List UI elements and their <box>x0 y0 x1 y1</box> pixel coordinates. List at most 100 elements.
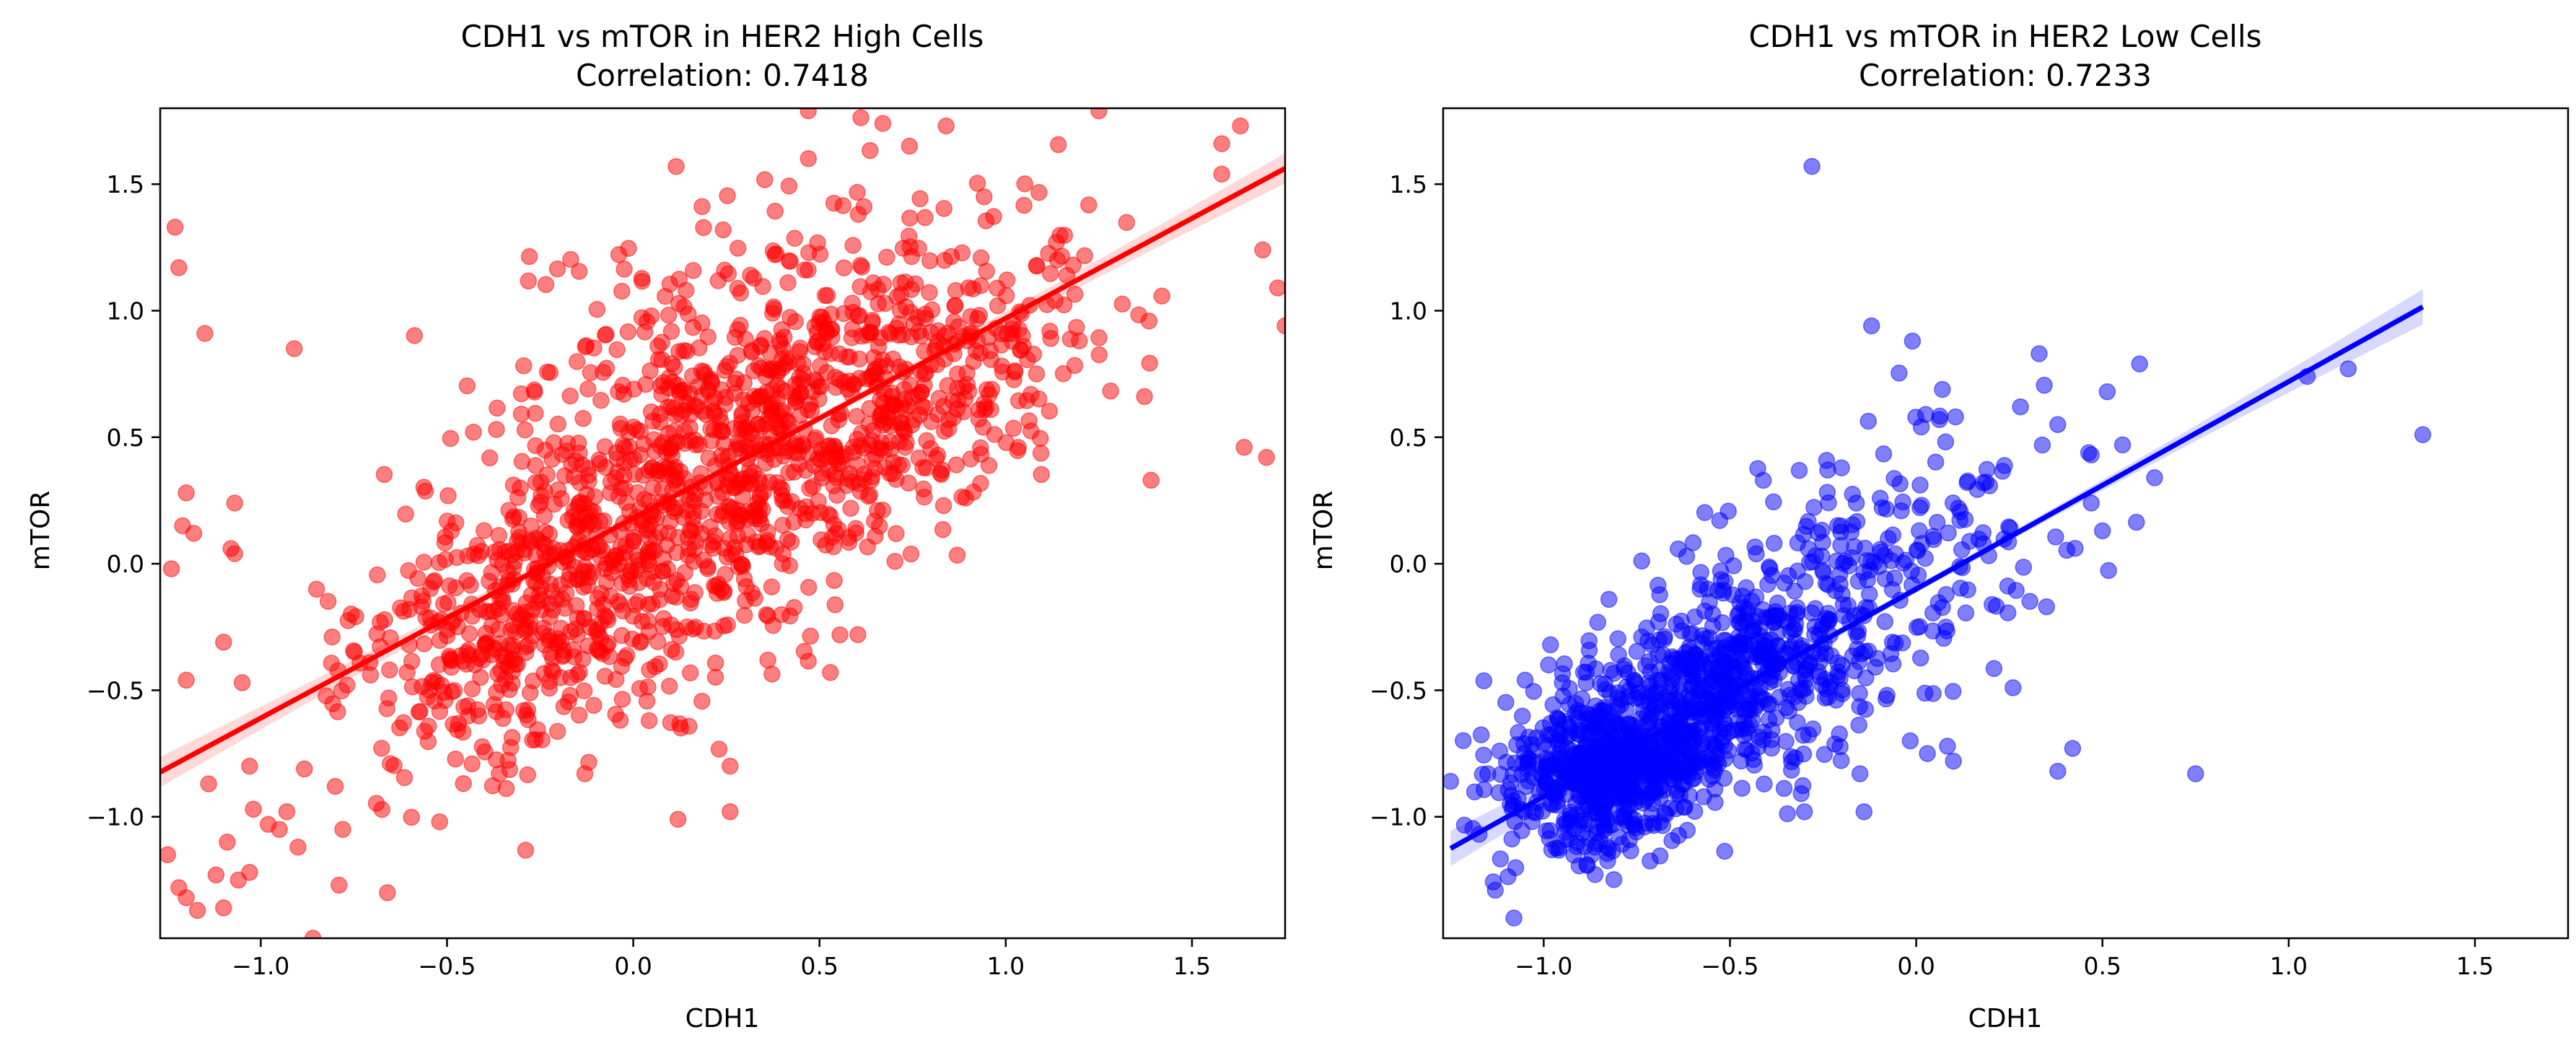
chart-subtitle: Correlation: 0.7233 <box>1859 58 2152 93</box>
scatter-point <box>379 884 396 901</box>
scatter-point <box>1862 317 1880 335</box>
scatter-point <box>714 423 731 441</box>
scatter-point <box>806 338 824 356</box>
scatter-point <box>761 362 779 380</box>
scatter-point <box>509 532 526 550</box>
y-tick-label: −0.5 <box>87 676 144 704</box>
scatter-point <box>615 261 633 278</box>
scatter-point <box>827 378 845 396</box>
scatter-point <box>490 527 508 544</box>
y-tick-label: −1.0 <box>87 803 144 831</box>
scatter-point <box>568 353 586 370</box>
scatter-point <box>1714 581 1732 599</box>
scatter-point <box>977 212 995 230</box>
scatter-point <box>1716 737 1734 754</box>
scatter-point <box>885 397 903 414</box>
scatter-point <box>1090 346 1108 364</box>
scatter-point <box>556 600 574 617</box>
scatter-point <box>834 197 852 214</box>
scatter-point <box>625 418 642 436</box>
scatter-point <box>1795 745 1813 763</box>
scatter-point <box>1142 471 1160 489</box>
scatter-point <box>1066 357 1084 375</box>
scatter-point <box>825 538 843 556</box>
scatter-point <box>755 330 774 347</box>
scatter-point <box>403 808 420 826</box>
scatter-point <box>541 608 558 626</box>
scatter-point <box>1844 486 1862 503</box>
scatter-point <box>1934 380 1951 398</box>
scatter-point <box>608 450 626 468</box>
scatter-point <box>851 256 869 274</box>
scatter-point <box>589 590 607 607</box>
scatter-point <box>743 344 761 361</box>
scatter-point <box>1707 794 1724 811</box>
scatter-point <box>413 678 431 696</box>
scatter-point <box>1009 442 1027 460</box>
scatter-point <box>1807 600 1824 618</box>
scatter-point <box>2030 345 2048 362</box>
scatter-point <box>1911 499 1929 517</box>
scatter-point <box>675 470 693 487</box>
scatter-point <box>865 349 882 367</box>
scatter-point <box>548 260 566 278</box>
scatter-point <box>763 578 781 595</box>
scatter-point <box>888 471 905 488</box>
scatter-point <box>862 141 879 160</box>
scatter-point <box>439 487 457 504</box>
scatter-point <box>861 437 879 454</box>
scatter-point <box>1981 477 1999 494</box>
scatter-point <box>626 466 644 484</box>
scatter-point <box>1775 779 1793 798</box>
scatter-point <box>893 456 911 474</box>
scatter-point <box>785 598 803 616</box>
scatter-point <box>1715 720 1732 738</box>
scatter-point <box>2038 598 2056 616</box>
scatter-point <box>1951 512 1968 529</box>
scatter-point <box>519 766 536 784</box>
scatter-point <box>914 459 932 476</box>
scatter-point <box>766 202 784 220</box>
scatter-point <box>658 536 676 554</box>
x-tick-label: −0.5 <box>418 952 476 980</box>
scatter-point <box>968 175 986 192</box>
scatter-point <box>1586 794 1604 811</box>
regression-line <box>1449 305 2424 851</box>
scatter-point <box>946 297 963 315</box>
scatter-point <box>425 573 442 591</box>
scatter-point <box>397 505 414 523</box>
scatter-point <box>1873 499 1891 517</box>
scatter-point <box>561 387 579 405</box>
panel-her2-low: CDH1 vs mTOR in HER2 Low Cells Correlati… <box>1309 19 2570 1034</box>
scatter-point <box>1661 683 1679 701</box>
scatter-point <box>1651 586 1668 603</box>
scatter-point <box>619 323 637 341</box>
scatter-point <box>174 517 191 535</box>
scatter-point <box>545 434 563 452</box>
scatter-point <box>818 324 836 342</box>
scatter-point <box>962 307 979 325</box>
scatter-point <box>844 294 861 312</box>
scatter-point <box>965 353 983 370</box>
scatter-point <box>835 259 853 276</box>
scatter-point <box>917 364 934 382</box>
scatter-point <box>1080 196 1098 214</box>
scatter-point <box>1903 562 1920 580</box>
scatter-point <box>693 362 711 380</box>
scatter-point <box>1533 766 1551 784</box>
scatter-point <box>1678 658 1696 676</box>
scatter-point <box>947 456 965 473</box>
scatter-point <box>978 381 996 398</box>
scatter-point <box>517 603 534 621</box>
scatter-point <box>2036 377 2053 394</box>
chart-title: CDH1 vs mTOR in HER2 High Cells <box>461 19 984 54</box>
scatter-point <box>548 722 566 740</box>
scatter-point <box>569 626 587 644</box>
scatter-point <box>1819 576 1837 594</box>
y-axis-label: mTOR <box>26 491 56 570</box>
scatter-point <box>540 525 558 543</box>
scatter-point <box>607 705 624 723</box>
scatter-point <box>476 522 493 539</box>
scatter-point <box>1691 580 1709 598</box>
